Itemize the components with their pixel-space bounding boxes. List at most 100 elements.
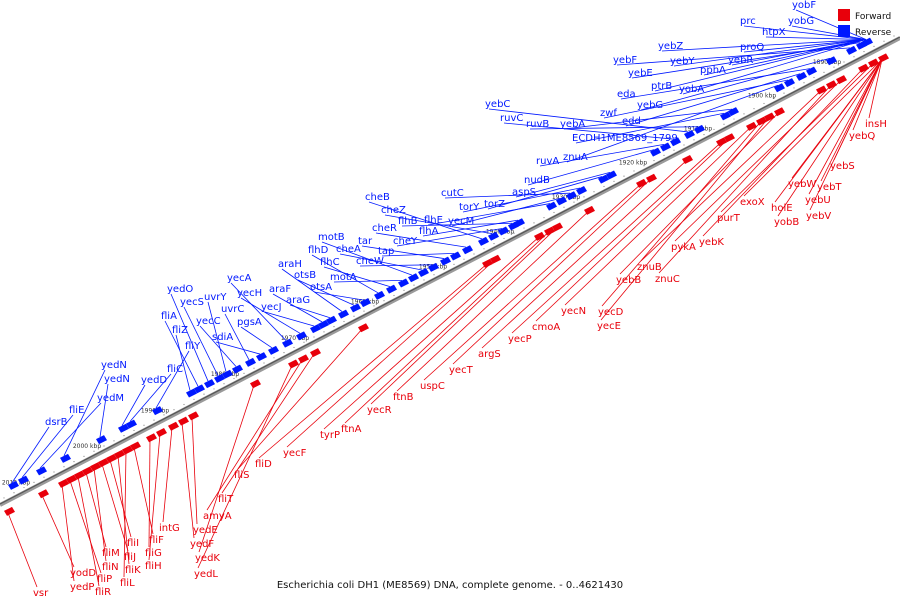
forward-gene-arrow xyxy=(106,453,117,463)
forward-label-leader xyxy=(133,447,154,535)
reverse-gene-arrow xyxy=(268,345,279,355)
forward-gene-label: yebV xyxy=(806,211,831,222)
minor-tick xyxy=(563,206,565,208)
forward-gene-arrow xyxy=(4,506,15,516)
minor-tick xyxy=(43,476,45,478)
reverse-label-leader xyxy=(529,126,699,130)
minor-tick xyxy=(833,66,835,68)
reverse-gene-arrow xyxy=(806,66,817,76)
forward-label-leader xyxy=(344,232,549,424)
forward-gene-label: fliT xyxy=(218,494,234,505)
forward-gene-label: yecE xyxy=(597,321,621,332)
forward-label-leader xyxy=(191,417,198,525)
minor-tick xyxy=(163,414,165,416)
reverse-gene-arrow xyxy=(514,218,525,228)
minor-tick xyxy=(73,460,75,463)
reverse-gene-label: tar xyxy=(358,236,373,247)
reverse-label-leader xyxy=(297,279,355,306)
reverse-gene-label: yobG xyxy=(788,16,814,27)
reverse-gene-arrow xyxy=(96,435,107,445)
minor-tick xyxy=(373,305,375,307)
reverse-gene-label: cutC xyxy=(441,188,464,199)
reverse-gene-arrow xyxy=(660,142,671,152)
minor-tick xyxy=(553,211,555,214)
reverse-gene-label: yecC xyxy=(196,316,221,327)
reverse-gene-arrow xyxy=(846,45,857,55)
reverse-gene-arrow xyxy=(8,480,19,490)
reverse-gene-label: yebR xyxy=(728,55,753,66)
reverse-label-leader xyxy=(121,384,146,426)
minor-tick xyxy=(533,222,535,224)
forward-gene-label: fliK xyxy=(125,565,141,576)
reverse-label-leader xyxy=(654,39,867,92)
reverse-label-leader xyxy=(384,214,493,235)
reverse-gene-label: otsA xyxy=(310,282,332,293)
reverse-label-leader xyxy=(281,268,343,312)
minor-tick xyxy=(473,253,475,255)
forward-label-leader xyxy=(117,455,130,565)
forward-label-leader xyxy=(221,353,315,494)
reverse-label-leader xyxy=(183,306,219,377)
reverse-gene-label: flhE xyxy=(424,215,443,226)
forward-gene-label: amyA xyxy=(203,511,232,522)
forward-gene-label: yedL xyxy=(194,569,218,580)
minor-tick xyxy=(743,113,745,115)
reverse-gene-label: motB xyxy=(318,232,345,243)
reverse-label-leader xyxy=(368,201,483,240)
forward-gene-label: yebB xyxy=(616,275,641,286)
reverse-gene-arrow xyxy=(684,130,695,140)
forward-label-leader xyxy=(658,85,831,274)
reverse-label-leader xyxy=(11,426,50,483)
forward-gene-arrow xyxy=(358,323,369,333)
minor-tick xyxy=(433,274,435,276)
minor-tick xyxy=(413,284,415,286)
reverse-gene-arrow xyxy=(498,226,509,236)
forward-label-leader xyxy=(370,228,557,405)
forward-label-leader xyxy=(619,112,779,275)
legend-reverse-swatch xyxy=(838,25,850,37)
reverse-label-leader xyxy=(451,197,561,227)
reverse-label-leader xyxy=(155,350,190,409)
reverse-label-leader xyxy=(703,39,867,76)
forward-gene-arrow xyxy=(66,474,77,484)
forward-gene-label: insH xyxy=(865,119,887,130)
reverse-gene-label: ECDH1ME8569_1799 xyxy=(572,133,678,144)
forward-label-leader xyxy=(123,451,127,578)
reverse-gene-arrow xyxy=(60,453,71,463)
minor-tick xyxy=(213,388,215,390)
minor-tick xyxy=(853,56,855,58)
reverse-gene-arrow xyxy=(694,124,705,134)
reverse-gene-arrow xyxy=(650,147,661,157)
forward-label-leader xyxy=(720,64,873,213)
minor-tick xyxy=(363,310,365,312)
reverse-gene-arrow xyxy=(398,278,409,288)
forward-label-leader xyxy=(396,211,589,392)
reverse-label-leader xyxy=(170,293,209,382)
reverse-gene-label: yecS xyxy=(180,297,204,308)
minor-tick xyxy=(143,424,145,426)
minor-tick xyxy=(573,201,575,203)
reverse-gene-arrow xyxy=(774,83,785,93)
forward-label-leader xyxy=(423,184,641,381)
minor-tick xyxy=(463,258,465,260)
minor-tick xyxy=(713,128,715,131)
minor-tick xyxy=(393,294,395,297)
minor-tick xyxy=(843,61,845,63)
minor-tick xyxy=(343,320,345,323)
reverse-gene-arrow xyxy=(462,245,473,255)
forward-gene-arrow xyxy=(774,107,785,117)
minor-tick xyxy=(113,440,115,442)
reverse-label-leader xyxy=(743,39,867,53)
reverse-gene-arrow xyxy=(374,290,385,300)
legend-forward-label: Forward xyxy=(855,12,891,22)
reverse-gene-label: flhC xyxy=(320,257,340,268)
tick-label: 1890 kbp xyxy=(813,59,841,66)
reverse-gene-label: cheW xyxy=(356,256,384,267)
forward-label-leader xyxy=(674,80,841,242)
minor-tick xyxy=(153,419,155,421)
minor-tick xyxy=(313,336,315,338)
forward-gene-label: yecF xyxy=(283,448,307,459)
tick-label: 2000 kbp xyxy=(73,443,101,450)
forward-gene-label: yodD xyxy=(70,568,96,579)
